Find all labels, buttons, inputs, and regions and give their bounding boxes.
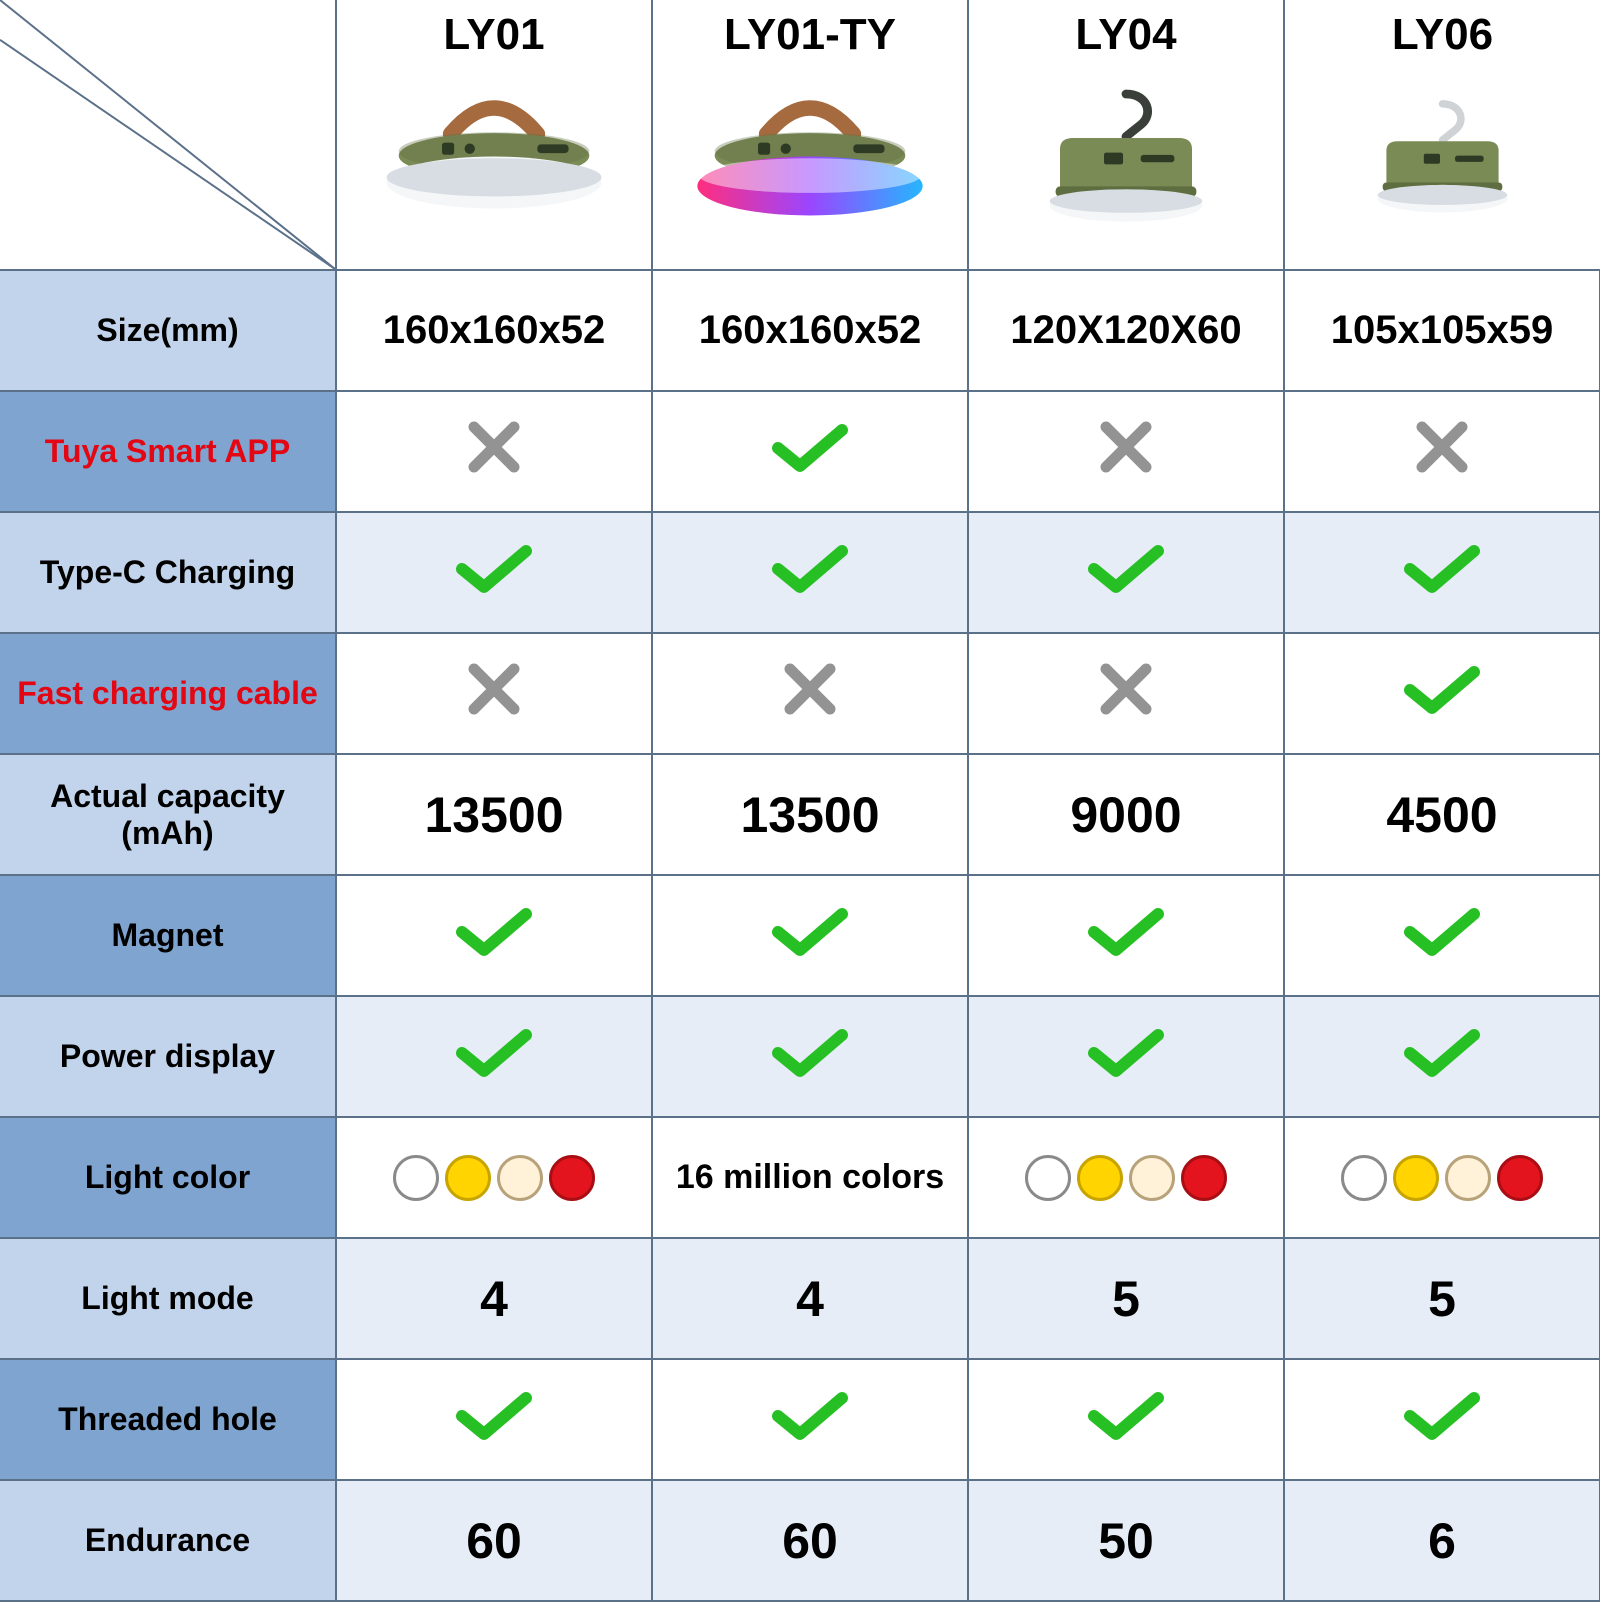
data-cell [336, 1359, 652, 1480]
row-label: Power display [0, 996, 336, 1117]
data-cell: 160x160x52 [336, 270, 652, 391]
data-cell [968, 875, 1284, 996]
check-icon [1404, 1390, 1480, 1450]
data-cell [336, 391, 652, 512]
data-cell [968, 1117, 1284, 1238]
check-icon [456, 1027, 532, 1087]
product-header-LY01-TY: LY01-TY [652, 0, 968, 270]
cross-icon [782, 661, 838, 727]
data-cell [336, 1117, 652, 1238]
data-cell [652, 1359, 968, 1480]
header-corner [0, 0, 336, 270]
data-cell [1284, 1117, 1600, 1238]
data-cell [652, 633, 968, 754]
row-label: Tuya Smart APP [0, 391, 336, 512]
product-image [1285, 60, 1600, 260]
data-cell: 5 [1284, 1238, 1600, 1359]
product-image [653, 60, 967, 260]
check-icon [1404, 1027, 1480, 1087]
data-cell [1284, 1359, 1600, 1480]
data-cell: 4 [336, 1238, 652, 1359]
data-cell [1284, 996, 1600, 1117]
row-label: Light mode [0, 1238, 336, 1359]
row-label: Threaded hole [0, 1359, 336, 1480]
comparison-table: LY01 LY01-TY [0, 0, 1600, 1602]
cross-icon [466, 661, 522, 727]
product-name: LY01 [337, 10, 651, 60]
row-label: Endurance [0, 1480, 336, 1601]
check-icon [772, 422, 848, 482]
data-cell: 16 million colors [652, 1117, 968, 1238]
data-cell [968, 1359, 1284, 1480]
data-cell [1284, 875, 1600, 996]
row-label: Light color [0, 1117, 336, 1238]
check-icon [1404, 906, 1480, 966]
data-cell [652, 512, 968, 633]
check-icon [772, 906, 848, 966]
data-cell [968, 633, 1284, 754]
product-name: LY06 [1285, 10, 1600, 60]
check-icon [772, 1027, 848, 1087]
data-cell [652, 391, 968, 512]
product-image [337, 60, 651, 260]
row-label: Magnet [0, 875, 336, 996]
light-color-dots [1285, 1155, 1599, 1201]
data-cell: 50 [968, 1480, 1284, 1601]
product-name: LY04 [969, 10, 1283, 60]
light-color-dots [969, 1155, 1283, 1201]
data-cell [1284, 391, 1600, 512]
row-label: Type-C Charging [0, 512, 336, 633]
check-icon [1404, 664, 1480, 724]
data-cell: 105x105x59 [1284, 270, 1600, 391]
data-cell [968, 512, 1284, 633]
data-cell [336, 512, 652, 633]
check-icon [1088, 1027, 1164, 1087]
check-icon [772, 543, 848, 603]
data-cell [336, 633, 652, 754]
check-icon [1088, 1390, 1164, 1450]
check-icon [456, 906, 532, 966]
data-cell: 4500 [1284, 754, 1600, 875]
check-icon [772, 1390, 848, 1450]
data-cell: 5 [968, 1238, 1284, 1359]
row-label: Fast charging cable [0, 633, 336, 754]
data-cell: 9000 [968, 754, 1284, 875]
data-cell [1284, 512, 1600, 633]
data-cell [652, 996, 968, 1117]
product-header-LY06: LY06 [1284, 0, 1600, 270]
data-cell: 120X120X60 [968, 270, 1284, 391]
data-cell: 60 [336, 1480, 652, 1601]
cross-icon [466, 419, 522, 485]
data-cell: 4 [652, 1238, 968, 1359]
product-header-LY04: LY04 [968, 0, 1284, 270]
check-icon [1404, 543, 1480, 603]
data-cell: 13500 [652, 754, 968, 875]
product-name: LY01-TY [653, 10, 967, 60]
data-cell [968, 996, 1284, 1117]
data-cell [652, 875, 968, 996]
data-cell: 160x160x52 [652, 270, 968, 391]
row-label: Size(mm) [0, 270, 336, 391]
check-icon [1088, 906, 1164, 966]
check-icon [1088, 543, 1164, 603]
data-cell [336, 996, 652, 1117]
data-cell [1284, 633, 1600, 754]
cross-icon [1098, 419, 1154, 485]
data-cell: 6 [1284, 1480, 1600, 1601]
data-cell [336, 875, 652, 996]
data-cell: 13500 [336, 754, 652, 875]
row-label: Actual capacity (mAh) [0, 754, 336, 875]
check-icon [456, 543, 532, 603]
cross-icon [1098, 661, 1154, 727]
light-color-dots [337, 1155, 651, 1201]
data-cell [968, 391, 1284, 512]
check-icon [456, 1390, 532, 1450]
cross-icon [1414, 419, 1470, 485]
product-image [969, 60, 1283, 260]
data-cell: 60 [652, 1480, 968, 1601]
product-header-LY01: LY01 [336, 0, 652, 270]
